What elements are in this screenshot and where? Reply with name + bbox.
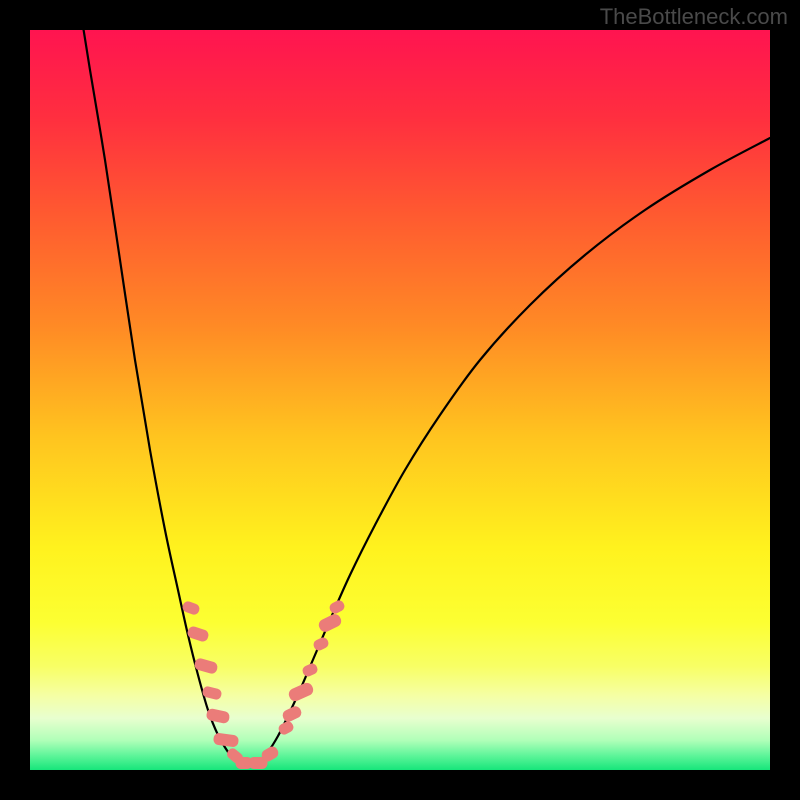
v-curve-line <box>82 30 770 767</box>
data-marker <box>328 599 345 614</box>
data-marker <box>317 613 342 633</box>
data-marker <box>182 601 200 616</box>
plot-area <box>30 30 770 770</box>
data-marker <box>313 636 330 651</box>
watermark-text: TheBottleneck.com <box>600 4 788 30</box>
marker-group <box>182 599 346 768</box>
chart-curve-layer <box>30 30 770 770</box>
data-marker <box>213 733 238 747</box>
data-marker <box>281 705 302 723</box>
data-marker <box>288 682 315 703</box>
data-marker <box>206 708 230 723</box>
data-marker <box>302 663 319 678</box>
